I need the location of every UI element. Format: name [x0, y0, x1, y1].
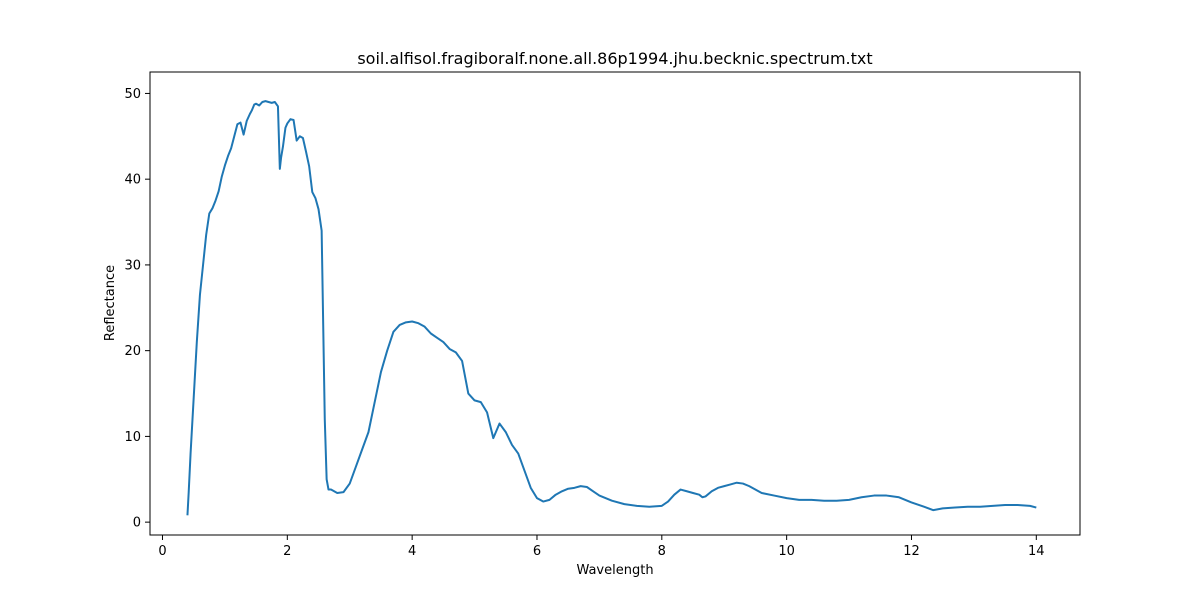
x-tick-label: 2: [283, 544, 291, 559]
x-tick-label: 14: [1028, 544, 1045, 559]
y-tick-label: 0: [133, 516, 141, 531]
x-tick-label: 6: [533, 544, 541, 559]
plot-frame: [149, 71, 1081, 536]
plot-area: [149, 71, 1081, 536]
y-axis-label: Reflectance: [103, 265, 118, 341]
chart-title: soil.alfisol.fragiboralf.none.all.86p199…: [357, 49, 872, 68]
y-tick-label: 50: [124, 87, 141, 102]
y-tick-label: 30: [124, 258, 141, 273]
x-axis: 0 2 4 6 8 10 12 14: [158, 535, 1045, 559]
x-tick-label: 0: [158, 544, 166, 559]
x-axis-label: Wavelength: [576, 563, 653, 578]
y-tick-label: 40: [124, 173, 141, 188]
series-line: [186, 100, 1037, 516]
x-tick-label: 10: [778, 544, 795, 559]
y-axis: 0 10 20 30 40 50: [124, 87, 150, 531]
x-tick-label: 4: [408, 544, 416, 559]
y-tick-label: 10: [124, 430, 141, 445]
x-tick-label: 8: [658, 544, 666, 559]
series-layer: [186, 100, 1037, 516]
y-tick-label: 20: [124, 344, 141, 359]
x-tick-label: 12: [903, 544, 920, 559]
